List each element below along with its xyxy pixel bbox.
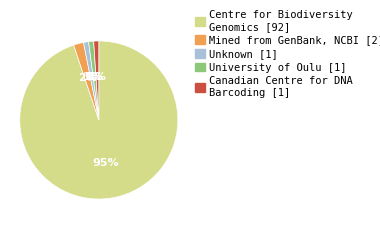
Wedge shape — [20, 41, 178, 199]
Text: 95%: 95% — [92, 158, 119, 168]
Text: 2%: 2% — [78, 73, 97, 83]
Legend: Centre for Biodiversity
Genomics [92], Mined from GenBank, NCBI [2], Unknown [1]: Centre for Biodiversity Genomics [92], M… — [195, 10, 380, 98]
Wedge shape — [94, 41, 99, 120]
Wedge shape — [84, 42, 99, 120]
Text: 1%: 1% — [88, 72, 107, 82]
Wedge shape — [74, 42, 99, 120]
Text: 1%: 1% — [82, 72, 101, 82]
Wedge shape — [89, 41, 99, 120]
Text: 1%: 1% — [85, 72, 104, 82]
